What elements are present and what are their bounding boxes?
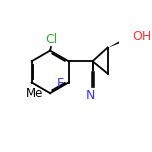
Text: Me: Me [26, 87, 43, 100]
Polygon shape [108, 36, 130, 48]
Text: N: N [86, 89, 96, 102]
Text: OH: OH [132, 30, 151, 43]
Text: F: F [57, 77, 64, 90]
Text: Cl: Cl [45, 33, 57, 46]
